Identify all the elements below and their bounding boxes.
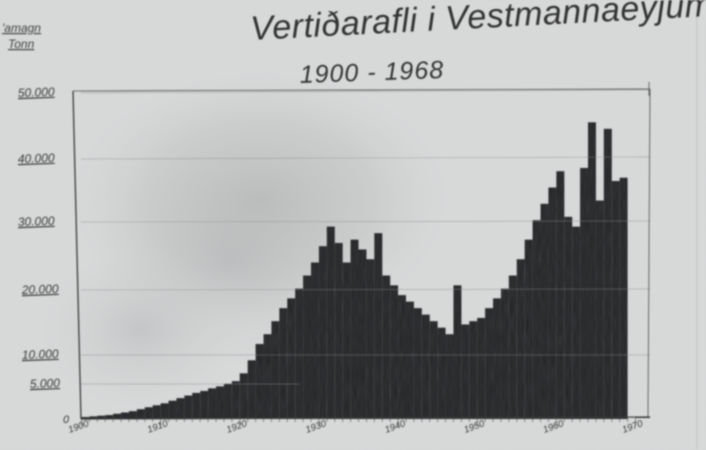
svg-text:10.000: 10.000 [22, 347, 59, 362]
svg-text:30.000: 30.000 [18, 214, 55, 229]
svg-text:Tonn: Tonn [8, 37, 35, 51]
svg-text:40.000: 40.000 [18, 151, 55, 166]
svg-text:5.000: 5.000 [30, 376, 61, 391]
svg-text:50.000: 50.000 [18, 85, 55, 100]
svg-text:'amagn: 'amagn [2, 21, 41, 35]
svg-text:1900 - 1968: 1900 - 1968 [299, 56, 444, 89]
svg-text:20.000: 20.000 [21, 282, 59, 297]
